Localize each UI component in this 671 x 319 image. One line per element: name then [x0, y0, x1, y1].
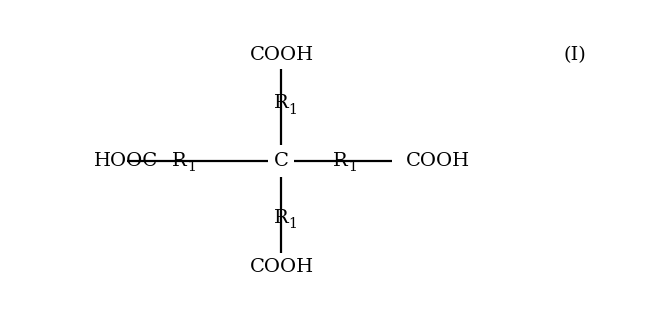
Text: COOH: COOH: [407, 152, 470, 170]
Text: R: R: [333, 152, 348, 170]
Text: 1: 1: [348, 160, 358, 174]
Text: 1: 1: [289, 217, 298, 231]
Text: R: R: [274, 209, 289, 227]
Text: COOH: COOH: [250, 258, 313, 276]
Text: COOH: COOH: [250, 47, 313, 64]
Text: R: R: [274, 94, 289, 112]
Text: 1: 1: [289, 102, 298, 116]
Text: HOOC: HOOC: [94, 152, 158, 170]
Text: (I): (I): [564, 47, 586, 64]
Text: C: C: [274, 152, 289, 170]
Text: R: R: [172, 152, 187, 170]
Text: 1: 1: [187, 160, 196, 174]
